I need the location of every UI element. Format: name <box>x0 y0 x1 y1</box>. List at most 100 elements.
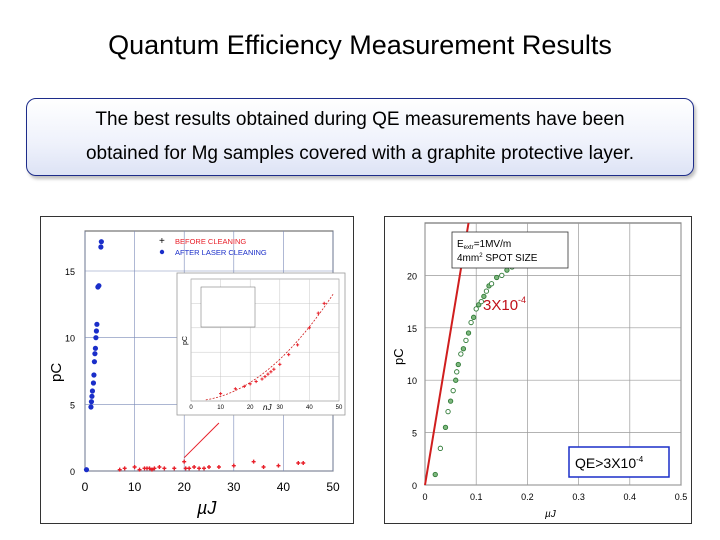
data-point <box>432 471 438 478</box>
right-y-tick-label: 20 <box>407 271 417 281</box>
left-x-tick-label: 20 <box>178 480 192 494</box>
inset-point <box>287 353 291 357</box>
left-x-tick-label: 10 <box>128 480 142 494</box>
before-cleaning-point <box>157 465 162 469</box>
inset-point <box>242 384 246 388</box>
inset-point <box>254 379 258 384</box>
before-cleaning-point <box>152 466 157 471</box>
inset-point <box>295 343 300 347</box>
before-cleaning-point <box>216 465 221 469</box>
legend-label-before: BEFORE CLEANING <box>175 237 246 246</box>
legend-marker-after <box>159 249 165 255</box>
inset-point <box>269 370 273 374</box>
after-cleaning-point <box>83 467 90 473</box>
data-point <box>473 306 479 312</box>
before-cleaning-point <box>231 463 236 468</box>
data-point <box>437 445 444 451</box>
inset-x-tick-label: 50 <box>336 405 343 411</box>
after-cleaning-point <box>89 393 95 399</box>
inset-y-label: pC <box>182 336 189 345</box>
data-point <box>450 388 456 394</box>
summary-line-1: The best results obtained during QE meas… <box>95 109 625 130</box>
data-point <box>499 272 505 279</box>
right-x-tick-label: 0.1 <box>470 492 483 502</box>
inset-point <box>219 392 223 396</box>
data-point <box>453 377 459 383</box>
right-tick-labels: 0 0.1 0.2 0.3 0.4 0.5 0 5 10 15 20 <box>407 271 687 502</box>
inset-x-tick-label: 0 <box>189 405 193 411</box>
before-cleaning-point <box>147 466 152 471</box>
qe-result-label: QE>3X10-4 <box>575 455 644 471</box>
inset-x-tick-label: 10 <box>217 405 224 411</box>
summary-line-2: obtained for Mg samples covered with a g… <box>85 143 635 164</box>
right-chart: 0 0.1 0.2 0.3 0.4 0.5 0 5 10 15 20 Eextr=1MV/m 4mm… <box>391 222 687 520</box>
right-series-points <box>432 241 556 478</box>
before-cleaning-point <box>207 465 211 469</box>
left-legend: + BEFORE CLEANING AFTER LASER CLEANING <box>159 236 267 257</box>
data-point <box>478 298 484 305</box>
inset-stats-table <box>200 286 256 328</box>
inset-x-tick-label: 40 <box>306 405 313 411</box>
before-cleaning-point <box>296 461 301 465</box>
data-point <box>468 319 474 326</box>
right-x-tick-label: 0 <box>422 492 427 502</box>
inset-points <box>205 293 334 401</box>
after-cleaning-point <box>89 388 96 394</box>
data-point <box>445 408 451 415</box>
right-x-tick-label: 0.3 <box>572 492 585 502</box>
right-x-axis-label: µJ <box>545 509 557 520</box>
before-cleaning-point <box>192 465 197 469</box>
inset-x-tick-label: 20 <box>247 405 254 411</box>
left-series-before-cleaning <box>117 422 306 472</box>
data-point <box>465 330 472 336</box>
condition-box <box>451 231 569 269</box>
data-point <box>458 351 464 357</box>
left-tick-labels: 0 10 20 30 40 50 0 5 10 15 <box>65 267 340 494</box>
after-cleaning-point <box>90 380 97 386</box>
right-x-tick-label: 0.5 <box>675 492 688 502</box>
data-point <box>460 346 467 352</box>
data-point <box>470 314 477 320</box>
right-chart-frame: 0 0.1 0.2 0.3 0.4 0.5 0 5 10 15 20 Eextr=1MV/m 4mm… <box>384 216 692 524</box>
left-x-tick-label: 40 <box>277 480 291 494</box>
after-cleaning-point <box>92 351 98 357</box>
before-cleaning-point <box>197 466 202 471</box>
left-y-tick-label: 10 <box>65 334 75 344</box>
before-cleaning-point <box>162 466 167 471</box>
after-cleaning-point <box>88 399 95 405</box>
legend-label-after: AFTER LASER CLEANING <box>175 248 267 257</box>
before-cleaning-point <box>132 465 137 469</box>
data-point <box>454 369 460 375</box>
qe-result-box <box>568 446 670 478</box>
inset-point <box>233 387 237 391</box>
inset-point <box>263 375 267 379</box>
inset-fit-curve <box>205 293 334 401</box>
after-cleaning-point <box>93 328 100 334</box>
after-cleaning-point <box>88 404 94 410</box>
right-y-axis-label: pC <box>391 348 406 365</box>
inset-tick-labels: 0 10 20 30 40 50 <box>189 405 343 411</box>
inset-x-label: nJ <box>263 403 272 412</box>
data-point <box>494 274 500 281</box>
legend-marker-before: + <box>159 236 165 247</box>
left-y-axis-label: pC <box>48 363 65 382</box>
inset-point <box>266 372 270 376</box>
left-chart-frame: 0 10 20 30 40 50 0 5 10 15 + BEFORE CLEANING AFTE… <box>40 216 354 524</box>
after-cleaning-point <box>96 283 102 289</box>
inset-point <box>260 377 264 381</box>
left-y-tick-label: 0 <box>70 467 75 477</box>
data-point <box>463 337 469 344</box>
right-y-tick-label: 10 <box>407 376 417 386</box>
before-cleaning-point <box>202 466 207 471</box>
data-point <box>488 281 495 287</box>
inset-point <box>278 362 282 366</box>
before-cleaning-point <box>137 467 142 472</box>
before-cleaning-point <box>276 463 281 468</box>
left-x-axis-label: µJ <box>196 498 217 518</box>
left-inset-chart: 0 10 20 30 40 50 nJ pC <box>176 272 346 416</box>
data-point <box>447 398 454 404</box>
after-cleaning-point <box>92 345 99 351</box>
before-cleaning-point <box>301 461 306 465</box>
after-cleaning-point <box>91 372 97 378</box>
left-chart: 0 10 20 30 40 50 0 5 10 15 + BEFORE CLEANING AFTE… <box>48 230 346 518</box>
